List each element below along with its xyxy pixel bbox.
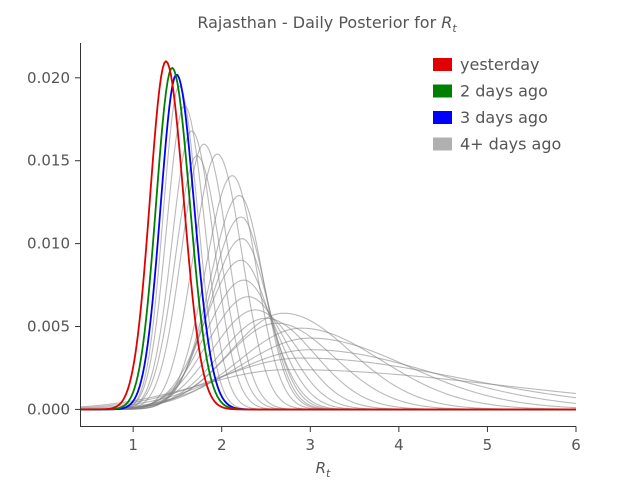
- older-posterior-curve: [79, 337, 577, 410]
- older-posterior-curve: [79, 369, 577, 408]
- y-tick-label: 0.000: [27, 400, 70, 418]
- chart-title-symbol: R: [441, 13, 452, 32]
- x-tick-label: 2: [217, 436, 227, 454]
- y-tick-label: 0.005: [27, 318, 70, 336]
- legend-swatch: [433, 137, 452, 151]
- older-posterior-curve: [80, 279, 576, 410]
- older-posterior-curve: [79, 312, 576, 410]
- x-axis-ticks: 1 2 3 4 5 6: [128, 426, 581, 454]
- y-tick-label: 0.010: [27, 235, 70, 253]
- legend-swatch: [433, 84, 452, 98]
- legend-label: yesterday: [460, 55, 540, 74]
- chart-title-subscript: t: [452, 22, 457, 35]
- older-posterior-curve: [79, 327, 577, 410]
- legend-label: 4+ days ago: [460, 135, 561, 154]
- legend-label: 3 days ago: [460, 108, 548, 127]
- chart-title-prefix: Rajasthan - Daily Posterior for: [197, 13, 441, 32]
- x-tick-label: 1: [128, 436, 138, 454]
- older-posterior-curve: [80, 238, 576, 410]
- legend-label: 2 days ago: [460, 82, 548, 101]
- x-tick-label: 3: [306, 436, 316, 454]
- older-posterior-curve: [80, 309, 576, 410]
- chart-title: Rajasthan - Daily Posterior for Rt: [197, 13, 457, 35]
- y-axis-ticks: 0.000 0.005 0.010 0.015 0.020: [27, 69, 81, 418]
- legend-swatch: [433, 58, 452, 71]
- older-posterior-curve: [79, 349, 577, 410]
- y-tick-label: 0.020: [27, 69, 70, 87]
- x-tick-label: 4: [394, 436, 404, 454]
- x-tick-label: 5: [483, 436, 493, 454]
- y-tick-label: 0.015: [27, 152, 70, 170]
- legend-swatch: [433, 111, 452, 124]
- x-axis-label: Rt: [316, 459, 331, 480]
- x-axis-label-subscript: t: [326, 467, 331, 480]
- recent-curves-group: [80, 59, 576, 411]
- posterior-curve-yesterday: [80, 59, 576, 411]
- x-axis-label-symbol: R: [316, 459, 326, 477]
- x-tick-label: 6: [571, 436, 581, 454]
- older-posterior-curve: [80, 130, 576, 410]
- legend: yesterday 2 days ago 3 days ago 4+ days ago: [433, 55, 561, 154]
